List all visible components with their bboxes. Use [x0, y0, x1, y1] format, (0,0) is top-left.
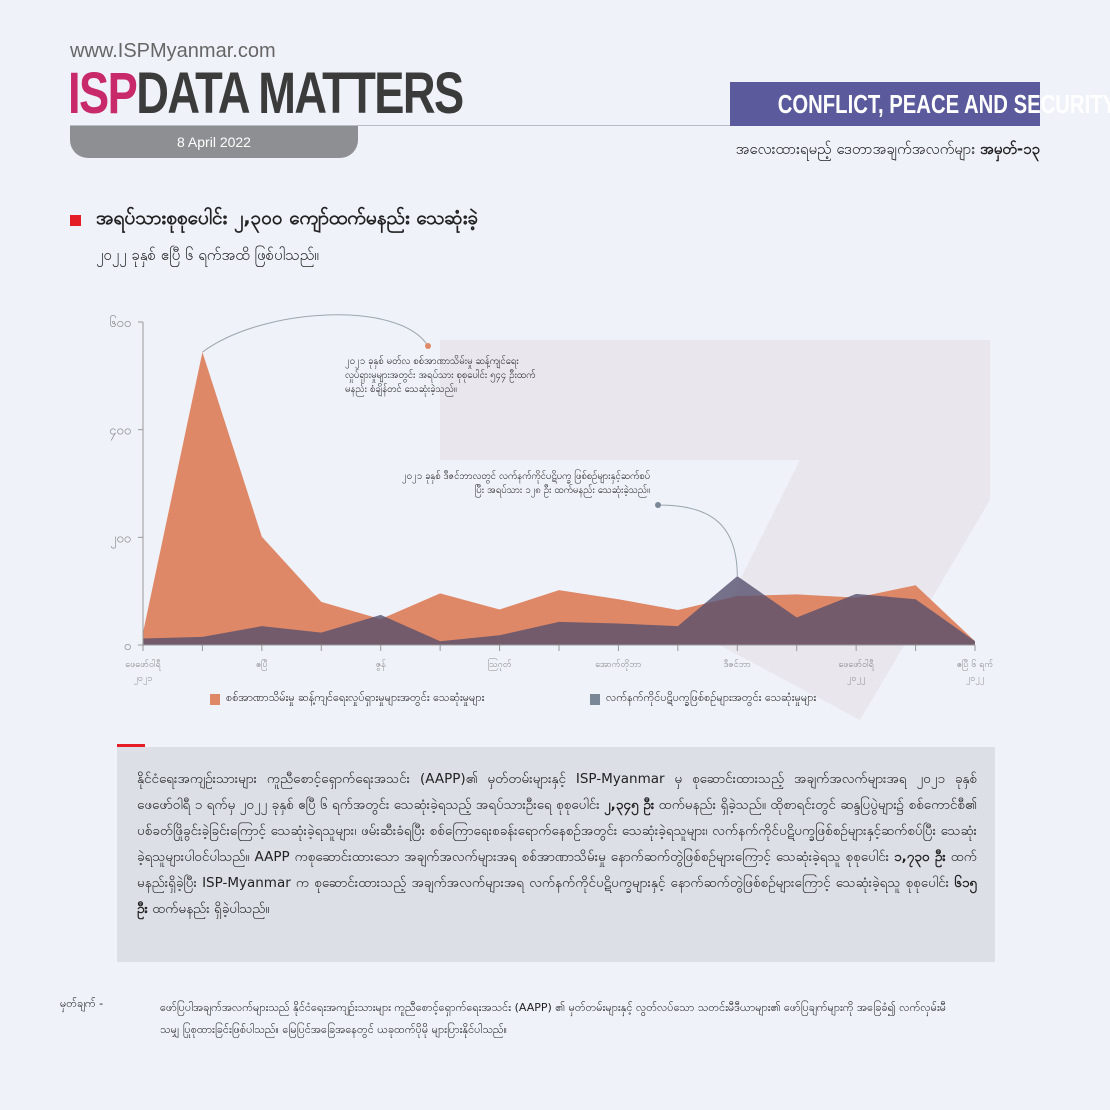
footnote-label: မှတ်ချက် - [60, 997, 104, 1010]
category-label: CONFLICT, PEACE AND SECURITY [777, 89, 1110, 119]
y-tick-label: ၄၀၀ [109, 424, 131, 441]
summary-total: ၂,၃၄၅ ဦး [604, 797, 655, 813]
x-tick-label: ဧပြီ [256, 659, 268, 671]
x-tick-label-year: ၂၀၂၁ [134, 674, 153, 685]
annotation-december: ၂၀၂၁ ခုနှစ် ဒီဇင်ဘာလတွင် လက်နက်ကိုင်ပဋိပ… [401, 471, 650, 496]
header-divider [70, 125, 730, 126]
annotation-dot [425, 343, 431, 349]
legend-item-conflict-deaths: လက်နက်ကိုင်ပဋိပက္ခဖြစ်စဉ်များအတွင်း သေဆု… [590, 691, 816, 707]
x-tick-label: ဒီဇင်ဘာ [724, 659, 751, 670]
area-series-2 [143, 576, 975, 645]
summary-isp-total: ၆၁၅ ဦး [137, 875, 977, 917]
x-tick-label: ဖေဖော်ဝါရီ [838, 659, 874, 671]
logo-data-matters: DATA MATTERS [136, 61, 464, 126]
summary-aapp-total: ၁,၇၃၀ ဦး [893, 849, 946, 865]
headline-title: အရပ်သားစုစုပေါင်း ၂,၃၀၀ ကျော်ထက်မနည်း သေ… [96, 207, 479, 229]
legend-label: စစ်အာဏာသိမ်းမှု ဆန့်ကျင်ရေးလှုပ်ရှားမှုမ… [226, 691, 485, 704]
legend-item-protest-deaths: စစ်အာဏာသိမ်းမှု ဆန့်ကျင်ရေးလှုပ်ရှားမှုမ… [210, 691, 484, 707]
logo: ISPDATA MATTERS [68, 61, 464, 126]
summary-paragraph: နိုင်ငံရေးအကျဉ်းသားများ ကူညီစောင့်ရှောက်… [137, 766, 977, 922]
watermark [440, 340, 990, 720]
summary-text: ထက်မနည်း ရှိခဲ့သည်။ ထိုစာရင်းတွင် ဆန္ဒပြ… [137, 797, 977, 865]
series-number: အမှတ်-၁၃ [979, 140, 1040, 158]
y-tick-label: ၂၀၀ [110, 531, 131, 548]
annotation-leader [202, 314, 429, 353]
category-banner: CONFLICT, PEACE AND SECURITY [730, 82, 1110, 126]
x-tick-label-year: ၂၀၂၂ [847, 674, 865, 685]
x-tick-label: ဩဂုတ် [488, 658, 513, 671]
summary-text: ထက်မနည်းရှိခဲ့ပြီး ISP-Myanmar က စုဆောင်… [137, 849, 977, 891]
summary-box [117, 747, 995, 962]
legend-label: လက်နက်ကိုင်ပဋိပက္ခဖြစ်စဉ်များအတွင်း သေဆု… [606, 691, 817, 704]
series-label: အလေးထားရမည့် ဒေတာအချက်အလက်များ အမှတ်-၁၃ [736, 140, 1040, 162]
legend-swatch [210, 693, 220, 705]
series-text: အလေးထားရမည့် ဒေတာအချက်အလက်များ [735, 140, 976, 158]
x-tick-label-year: ၂၀၂၂ [966, 674, 984, 685]
x-tick-label: ဖေဖော်ဝါရီ [125, 659, 161, 671]
legend-swatch [590, 693, 600, 705]
summary-text: ထက်မနည်း ရှိခဲ့ပါသည်။ [152, 901, 270, 917]
annotation-leader [657, 504, 738, 577]
x-tick-label: ဇွန် [376, 659, 387, 671]
footnote-text: ဖော်ပြပါအချက်အလက်များသည် နိုင်ငံရေးအကျဉ်… [160, 1001, 947, 1036]
website-url: www.ISPMyanmar.com [70, 40, 276, 62]
x-tick-label: ဧပြီ ၆ ရက် [957, 659, 994, 671]
logo-isp: ISP [68, 61, 138, 126]
bullet-square [70, 215, 81, 226]
x-tick-label: အောက်တိုဘာ [595, 659, 641, 671]
y-tick-label: ၆၀၀ [109, 315, 131, 331]
annotation-march: ၂၀၂၁ ခုနှစ် မတ်လ စစ်အာဏာသိမ်းမှု ဆန့်ကျင… [345, 356, 536, 395]
accent-bar [117, 744, 145, 747]
summary-text: နိုင်ငံရေးအကျဉ်းသားများ ကူညီစောင့်ရှောက်… [137, 771, 977, 813]
y-tick-label: ၀ [124, 639, 131, 654]
annotation-dot [655, 502, 661, 508]
date-badge: 8 April 2022 [70, 126, 358, 158]
headline-subtitle: ၂၀၂၂ ခုနှစ် ဧပြီ ၆ ရက်အထိ ဖြစ်ပါသည်။ [96, 246, 319, 264]
